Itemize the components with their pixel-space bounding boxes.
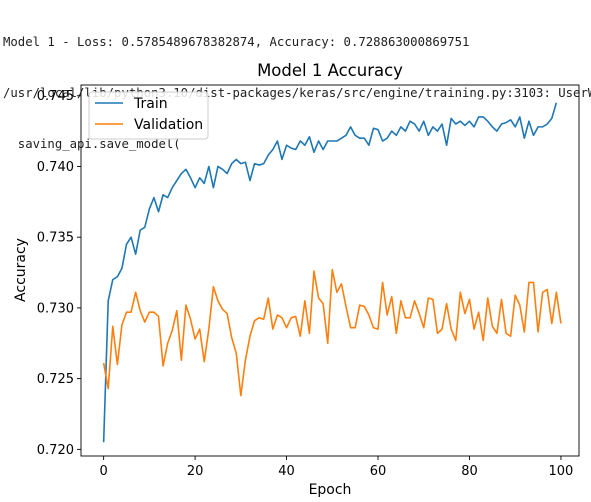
console-line: Model 1 - Loss: 0.5785489678382874, Accu… — [3, 35, 470, 49]
legend-label-train: Train — [133, 96, 168, 112]
plot-frame — [80, 84, 580, 457]
x-tick-label: 60 — [370, 464, 387, 479]
y-tick-label: 0.720 — [37, 443, 74, 458]
y-tick-label: 0.745 — [37, 89, 74, 104]
console-line: saving_api.save_model( — [3, 137, 181, 151]
series-line-validation — [102, 268, 562, 397]
chart-title: Model 1 Accuracy — [257, 61, 403, 80]
y-tick-label: 0.740 — [37, 160, 74, 175]
x-tick-label: 20 — [187, 464, 204, 479]
y-tick-label: 0.735 — [37, 231, 74, 246]
plot-area: 0 20 40 60 80 100 0.720 0.725 0.730 0.735 0.740 0.7… — [37, 84, 580, 479]
x-axis-label: Epoch — [309, 482, 352, 498]
legend-label-validation: Validation — [134, 117, 203, 133]
x-tick-label: 0 — [99, 464, 107, 479]
x-tick-label: 80 — [461, 464, 478, 479]
y-tick-label: 0.730 — [37, 301, 74, 316]
y-tick-label: 0.725 — [37, 372, 74, 387]
x-tick-label: 40 — [278, 464, 295, 479]
x-tick-label: 100 — [549, 464, 574, 479]
series-line-train — [102, 102, 558, 443]
y-axis-label: Accuracy — [13, 238, 29, 302]
